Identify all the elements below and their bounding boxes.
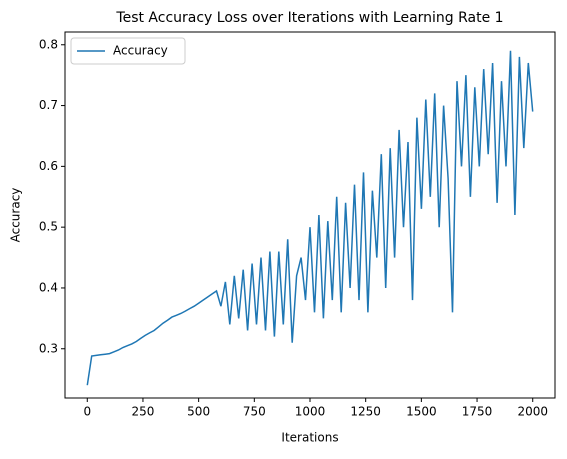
- y-tick-label: 0.7: [39, 98, 58, 112]
- x-tick-label: 1000: [295, 405, 326, 419]
- x-tick-label: 2000: [517, 405, 548, 419]
- x-tick-label: 1500: [406, 405, 437, 419]
- line: [86, 50, 534, 386]
- x-tick-label: 750: [243, 405, 266, 419]
- legend-label: Accuracy: [113, 44, 168, 58]
- y-tick-label: 0.3: [39, 341, 58, 355]
- chart-title: Test Accuracy Loss over Iterations with …: [115, 10, 503, 26]
- y-axis-label: Accuracy: [9, 188, 23, 243]
- x-tick-label: 1250: [350, 405, 381, 419]
- x-axis-label: Iterations: [281, 431, 338, 445]
- y-tick-label: 0.4: [39, 280, 58, 294]
- y-tick-label: 0.5: [39, 220, 58, 234]
- y-tick-label: 0.8: [39, 37, 58, 51]
- x-tick-label: 1750: [462, 405, 493, 419]
- legend-box: [70, 37, 186, 65]
- x-tick-label: 250: [132, 405, 155, 419]
- x-tick-label: 0: [83, 405, 91, 419]
- plot-frame: [64, 31, 556, 399]
- x-tick-label: 500: [187, 405, 210, 419]
- y-tick-label: 0.6: [39, 159, 58, 173]
